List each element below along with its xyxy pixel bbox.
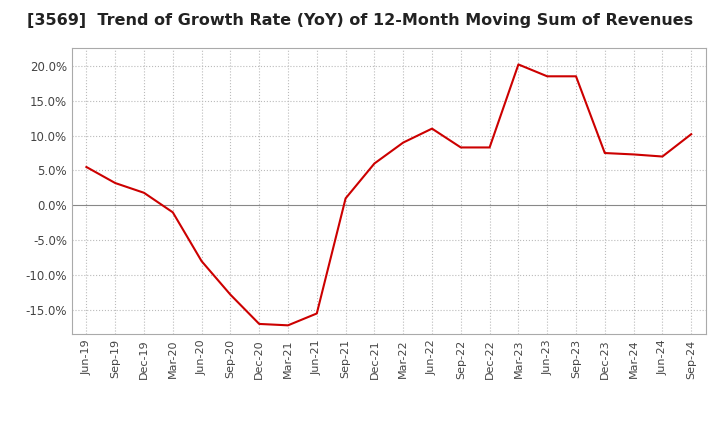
Text: [3569]  Trend of Growth Rate (YoY) of 12-Month Moving Sum of Revenues: [3569] Trend of Growth Rate (YoY) of 12-… [27,13,693,28]
